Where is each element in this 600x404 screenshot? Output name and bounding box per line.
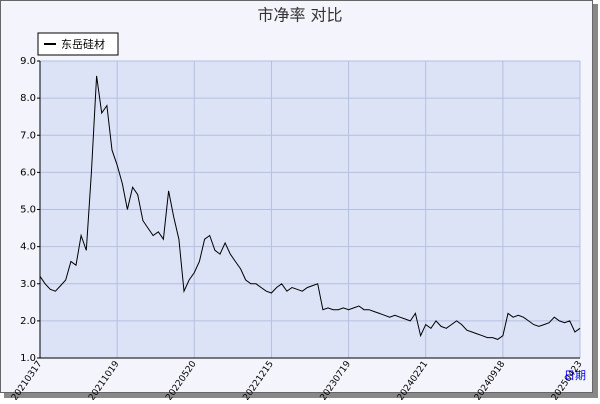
chart-title: 市净率 对比 [257,6,342,25]
legend-label: 东岳硅材 [61,37,105,51]
y-tick-label: 2.0 [20,316,36,327]
y-tick-label: 3.0 [20,279,36,290]
y-tick-label: 1.0 [20,353,36,364]
y-tick-label: 6.0 [20,167,36,178]
y-tick-label: 4.0 [20,242,36,253]
legend [37,32,119,56]
y-tick-label: 8.0 [20,93,36,104]
series-line [39,75,581,340]
y-tick-label: 7.0 [20,130,36,141]
y-tick-label: 9.0 [20,56,36,67]
x-axis-label: 日期 [564,369,586,382]
y-tick-label: 5.0 [20,205,36,216]
